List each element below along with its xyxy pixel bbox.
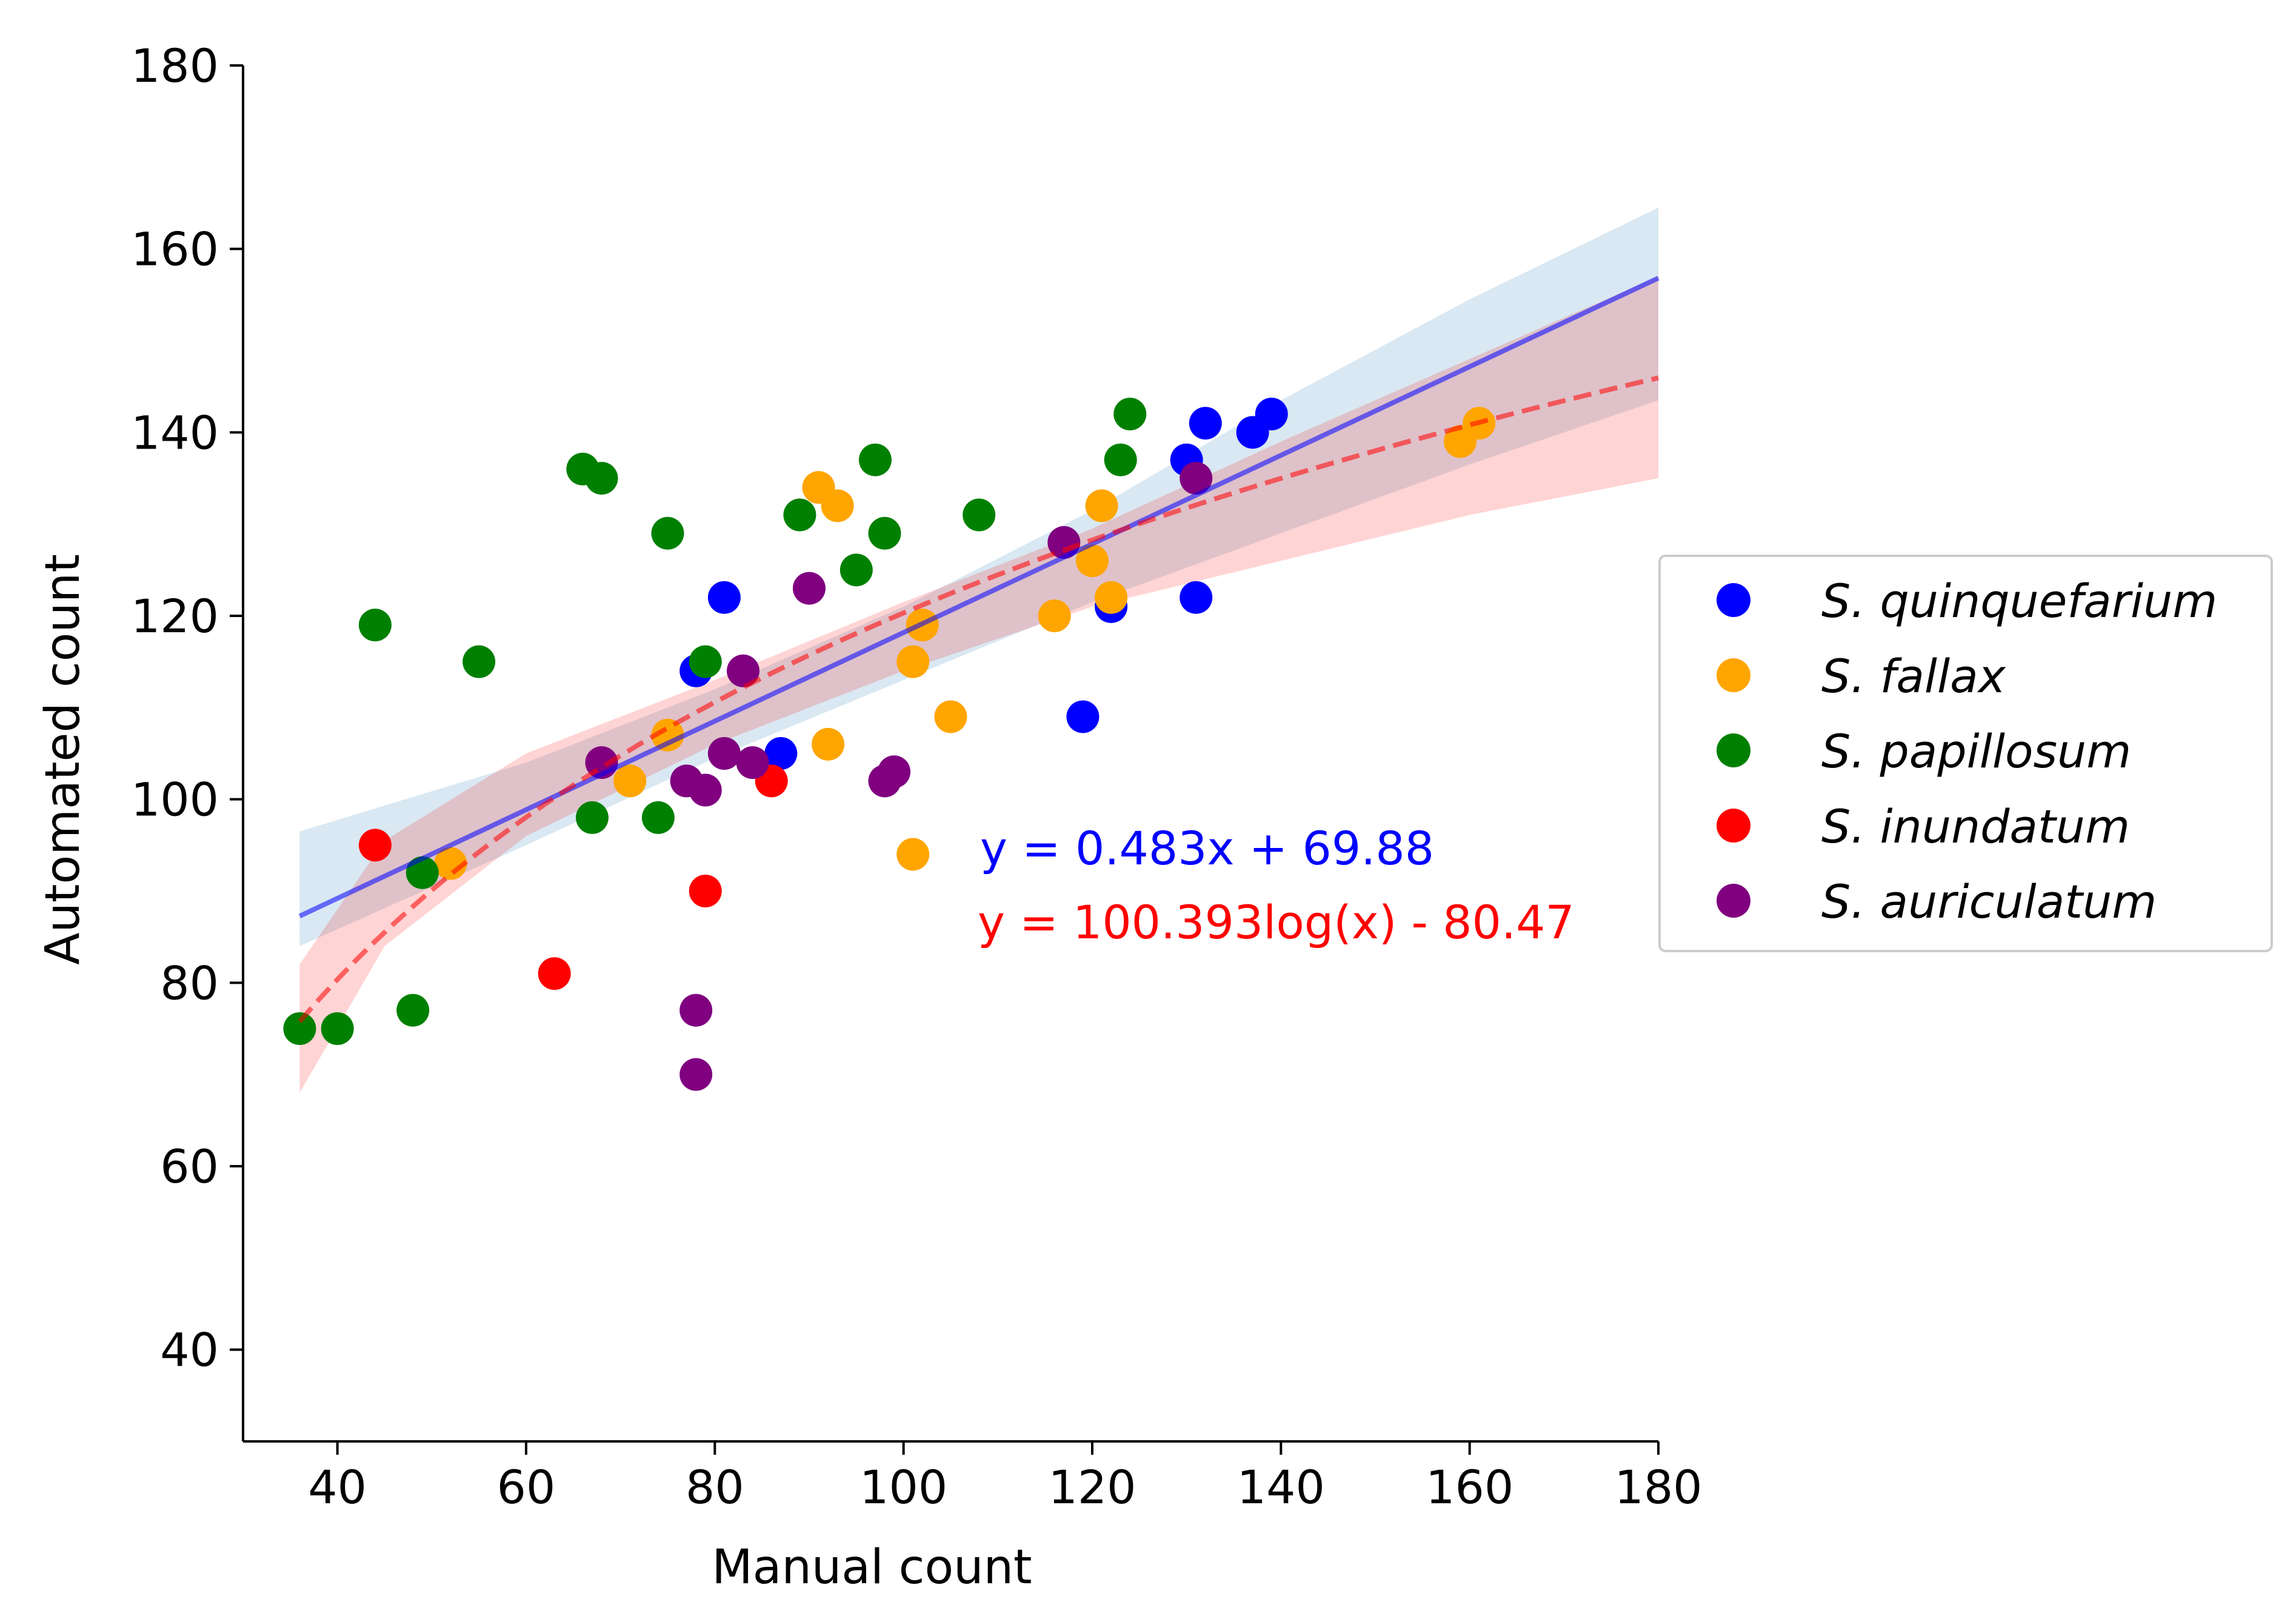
x-tick-label: 140 bbox=[1237, 1460, 1325, 1514]
fit-lines bbox=[298, 276, 1660, 1023]
data-point bbox=[434, 847, 467, 880]
data-point bbox=[575, 801, 609, 834]
legend-marker bbox=[1717, 733, 1750, 767]
x-axis-label: Manual count bbox=[712, 1540, 1032, 1595]
data-point bbox=[358, 609, 392, 642]
data-point bbox=[1066, 700, 1100, 733]
data-point bbox=[651, 516, 684, 550]
legend-box bbox=[1658, 555, 2273, 952]
axes: 40 60 80 100 120 140 160 180 40 60 80 100 120 140 160… bbox=[131, 39, 1703, 1514]
y-tick-label: 40 bbox=[160, 1323, 219, 1377]
legend-marker bbox=[1717, 583, 1750, 617]
data-point bbox=[358, 829, 392, 862]
x-tick-label: 40 bbox=[308, 1460, 367, 1514]
data-point bbox=[1095, 581, 1128, 614]
data-point bbox=[707, 581, 741, 614]
data-point bbox=[1189, 407, 1222, 440]
data-point bbox=[839, 553, 873, 587]
data-point bbox=[821, 489, 854, 522]
legend-items: S. quinquefarium S. fallax S. papillosum S.… bbox=[1717, 574, 2217, 929]
linear-fit-equation: y = 0.483x + 69.88 bbox=[980, 821, 1434, 875]
data-point bbox=[727, 654, 760, 687]
data-point bbox=[934, 700, 967, 733]
data-point bbox=[585, 462, 618, 495]
legend-marker bbox=[1717, 884, 1750, 918]
y-tick-label: 80 bbox=[160, 956, 219, 1010]
data-point bbox=[1085, 489, 1118, 522]
data-point bbox=[689, 773, 722, 807]
data-point bbox=[689, 875, 722, 907]
legend: S. quinquefarium S. fallax S. papillosum S.… bbox=[1658, 555, 2273, 952]
data-point bbox=[764, 737, 798, 770]
linear-fit-line bbox=[298, 276, 1660, 918]
logarithmic-fit-confidence-band bbox=[299, 276, 1659, 1093]
data-point bbox=[1104, 443, 1137, 476]
data-point bbox=[858, 443, 892, 476]
data-point bbox=[1076, 544, 1109, 578]
data-point bbox=[396, 993, 430, 1027]
legend-marker bbox=[1717, 809, 1750, 843]
data-point bbox=[707, 737, 741, 770]
y-axis-ticks: 40 60 80 100 120 140 160 180 bbox=[131, 39, 243, 1377]
data-point bbox=[613, 764, 647, 798]
linear-fit-confidence-band bbox=[299, 207, 1659, 946]
legend-label: S. papillosum bbox=[1821, 724, 2131, 778]
data-point bbox=[1113, 398, 1147, 431]
data-point bbox=[1047, 526, 1081, 559]
legend-label: S. auriculatum bbox=[1821, 875, 2157, 929]
y-tick-label: 100 bbox=[131, 773, 219, 827]
data-point bbox=[679, 1058, 713, 1091]
data-point bbox=[896, 838, 930, 871]
data-point bbox=[868, 516, 901, 550]
data-point bbox=[896, 645, 930, 678]
data-point bbox=[462, 645, 496, 678]
y-tick-label: 180 bbox=[131, 39, 219, 93]
legend-label: S. inundatum bbox=[1821, 799, 2130, 853]
y-tick-label: 140 bbox=[131, 406, 219, 459]
x-tick-label: 60 bbox=[497, 1460, 556, 1514]
data-point bbox=[651, 718, 684, 752]
data-point bbox=[1255, 398, 1288, 431]
data-point bbox=[1180, 462, 1213, 495]
data-point bbox=[1038, 599, 1071, 632]
data-points bbox=[283, 398, 1496, 1091]
legend-label: S. quinquefarium bbox=[1821, 574, 2217, 628]
x-tick-label: 80 bbox=[686, 1460, 744, 1514]
y-tick-label: 60 bbox=[160, 1140, 219, 1193]
data-point bbox=[783, 498, 816, 532]
log-fit-line bbox=[298, 375, 1659, 1023]
x-tick-label: 120 bbox=[1048, 1460, 1136, 1514]
data-point bbox=[679, 993, 713, 1027]
data-point bbox=[283, 1012, 316, 1045]
x-axis-ticks: 40 60 80 100 120 140 160 180 bbox=[308, 1441, 1703, 1514]
confidence-bands bbox=[299, 207, 1659, 1093]
data-point bbox=[641, 801, 675, 834]
y-axis-label: Automated count bbox=[36, 554, 90, 965]
data-point bbox=[689, 645, 722, 678]
legend-marker bbox=[1717, 658, 1750, 692]
data-point bbox=[878, 755, 911, 789]
y-tick-label: 120 bbox=[131, 589, 219, 643]
data-point bbox=[321, 1012, 354, 1045]
data-point bbox=[736, 746, 769, 779]
x-tick-label: 100 bbox=[859, 1460, 947, 1514]
data-point bbox=[1180, 581, 1213, 614]
data-point bbox=[538, 957, 571, 990]
data-point bbox=[812, 727, 845, 761]
log-fit-equation: y = 100.393log(x) - 80.47 bbox=[978, 895, 1575, 949]
y-tick-label: 160 bbox=[131, 222, 219, 276]
x-tick-label: 180 bbox=[1614, 1460, 1702, 1514]
x-tick-label: 160 bbox=[1426, 1460, 1513, 1514]
data-point bbox=[963, 498, 996, 532]
data-point bbox=[793, 572, 826, 605]
legend-label: S. fallax bbox=[1821, 649, 2006, 703]
